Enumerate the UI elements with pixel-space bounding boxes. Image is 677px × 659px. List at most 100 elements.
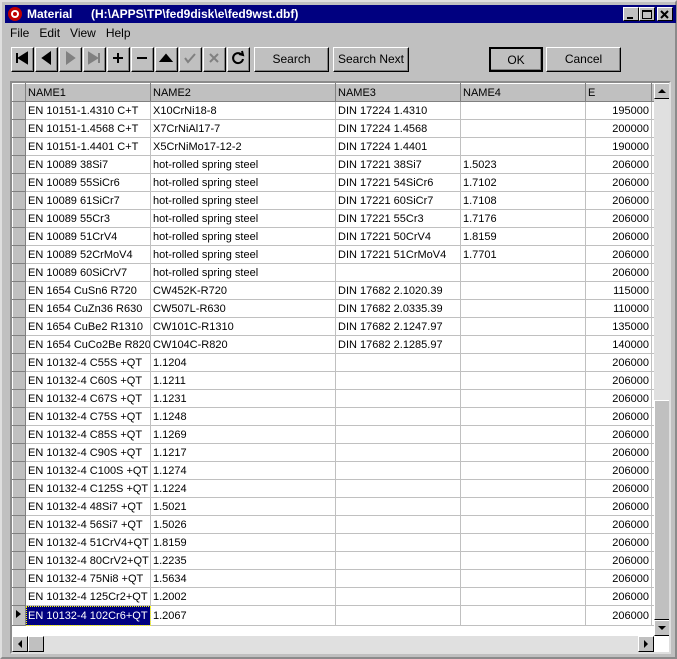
grid-cell[interactable] [460, 569, 586, 588]
grid-cell[interactable]: 206000 [585, 551, 652, 570]
grid-cell[interactable]: DIN 17224 1.4568 [335, 119, 461, 138]
grid-cell[interactable] [460, 353, 586, 372]
grid-cell[interactable] [460, 101, 586, 120]
search-button[interactable]: Search [254, 47, 329, 72]
grid-cell[interactable]: EN 10132-4 C100S +QT [25, 461, 151, 480]
grid-row[interactable]: EN 10132-4 C55S +QT 1.1204 206000 [12, 353, 669, 372]
scroll-right[interactable] [638, 636, 654, 652]
grid-cell[interactable]: CW104C-R820 [150, 335, 336, 354]
grid-cell[interactable]: 206000 [585, 479, 652, 498]
grid-cell[interactable]: 1.7176 [460, 209, 586, 228]
grid-cell[interactable]: EN 10132-4 48Si7 +QT [25, 497, 151, 516]
grid-cell[interactable] [335, 479, 461, 498]
grid-cell[interactable]: 110000 [585, 299, 652, 318]
grid-row[interactable]: EN 10151-1.4568 C+T X7CrNiAl17-7 DIN 17224… [12, 119, 669, 138]
grid-cell[interactable]: 1.8159 [460, 227, 586, 246]
grid-cell[interactable]: EN 10132-4 125Cr2+QT [25, 587, 151, 606]
grid-cell[interactable]: EN 1654 CuBe2 R1310 [25, 317, 151, 336]
grid-row[interactable]: EN 1654 CuBe2 R1310 CW101C-R1310 DIN 17682… [12, 317, 669, 336]
grid-row[interactable]: EN 10132-4 80CrV2+QT 1.2235 206000 [12, 551, 669, 570]
grid-cell[interactable]: 1.7108 [460, 191, 586, 210]
grid-cell[interactable]: 206000 [585, 533, 652, 552]
grid-cell[interactable]: EN 10132-4 C75S +QT [25, 407, 151, 426]
grid-cell[interactable]: CW101C-R1310 [150, 317, 336, 336]
grid-cell[interactable]: EN 1654 CuZn36 R630 [25, 299, 151, 318]
grid-row[interactable]: EN 10089 51CrV4 hot-rolled spring steel DI… [12, 227, 669, 246]
grid-row[interactable]: EN 10151-1.4401 C+T X5CrNiMo17-12-2 DIN 17… [12, 137, 669, 156]
grid-cell[interactable]: 206000 [585, 209, 652, 228]
nav-button[interactable] [227, 47, 250, 72]
grid-row[interactable]: EN 10132-4 C75S +QT 1.1248 206000 [12, 407, 669, 426]
grid-cell[interactable]: DIN 17221 38Si7 [335, 155, 461, 174]
grid-cell[interactable]: 200000 [585, 119, 652, 138]
grid-row[interactable]: EN 10132-4 75Ni8 +QT 1.5634 206000 [12, 569, 669, 588]
grid-cell[interactable]: 206000 [585, 263, 652, 282]
grid-cell[interactable]: 206000 [585, 173, 652, 192]
grid-cell[interactable]: hot-rolled spring steel [150, 191, 336, 210]
scroll-thumb[interactable] [28, 636, 44, 652]
grid-cell[interactable]: 1.1224 [150, 479, 336, 498]
grid-cell[interactable]: EN 10089 60SiCrV7 [25, 263, 151, 282]
grid-cell[interactable]: EN 10132-4 C55S +QT [25, 353, 151, 372]
column-header[interactable]: NAME4 [460, 83, 586, 102]
nav-button[interactable] [131, 47, 154, 72]
grid-cell[interactable]: EN 10089 61SiCr7 [25, 191, 151, 210]
grid-cell[interactable]: 1.7102 [460, 173, 586, 192]
grid-row[interactable]: EN 10132-4 C67S +QT 1.1231 206000 [12, 389, 669, 408]
grid-cell[interactable] [460, 497, 586, 516]
grid-cell[interactable] [460, 119, 586, 138]
grid-cell[interactable] [460, 587, 586, 606]
grid-cell[interactable]: hot-rolled spring steel [150, 155, 336, 174]
grid-cell[interactable]: DIN 17682 2.1020.39 [335, 281, 461, 300]
grid-cell[interactable]: 206000 [585, 245, 652, 264]
cancel-button[interactable]: Cancel [546, 47, 621, 72]
grid-cell[interactable] [460, 317, 586, 336]
grid-cell[interactable]: EN 10132-4 56Si7 +QT [25, 515, 151, 534]
grid-cell[interactable]: 206000 [585, 461, 652, 480]
grid-cell[interactable]: 206000 [585, 389, 652, 408]
grid-cell[interactable] [460, 605, 586, 626]
grid-cell[interactable]: EN 10151-1.4310 C+T [25, 101, 151, 120]
grid-cell[interactable]: 206000 [585, 569, 652, 588]
grid-row[interactable]: EN 10132-4 C90S +QT 1.1217 206000 [12, 443, 669, 462]
grid-cell[interactable]: hot-rolled spring steel [150, 173, 336, 192]
grid-cell[interactable]: 1.1248 [150, 407, 336, 426]
grid-cell[interactable]: EN 10151-1.4568 C+T [25, 119, 151, 138]
grid-cell[interactable]: EN 10132-4 C67S +QT [25, 389, 151, 408]
grid-cell[interactable] [335, 371, 461, 390]
grid-row[interactable]: EN 10089 38Si7 hot-rolled spring steel DIN… [12, 155, 669, 174]
grid-cell[interactable] [335, 425, 461, 444]
grid-row[interactable]: EN 10132-4 102Cr6+QT 1.2067 206000 [12, 605, 669, 626]
grid-cell[interactable]: CW507L-R630 [150, 299, 336, 318]
grid-cell[interactable]: DIN 17221 55Cr3 [335, 209, 461, 228]
scroll-left[interactable] [12, 636, 28, 652]
grid-cell[interactable]: DIN 17221 54SiCr6 [335, 173, 461, 192]
menu-item[interactable]: File [10, 26, 30, 40]
scroll-up[interactable] [654, 83, 669, 99]
grid-cell[interactable]: 206000 [585, 353, 652, 372]
grid-cell[interactable]: 206000 [585, 515, 652, 534]
grid-cell[interactable]: EN 10132-4 75Ni8 +QT [25, 569, 151, 588]
grid-cell[interactable]: EN 1654 CuCo2Be R820 [25, 335, 151, 354]
scroll-thumb[interactable] [654, 400, 669, 620]
ok-button[interactable]: OK [489, 47, 543, 72]
grid-cell[interactable]: EN 10132-4 102Cr6+QT [25, 605, 151, 626]
grid-cell[interactable]: DIN 17224 1.4310 [335, 101, 461, 120]
nav-button[interactable] [203, 47, 226, 72]
grid-cell[interactable]: 206000 [585, 605, 652, 626]
vertical-scrollbar[interactable] [654, 83, 669, 636]
horizontal-scrollbar[interactable] [12, 636, 654, 652]
grid-cell[interactable]: hot-rolled spring steel [150, 263, 336, 282]
nav-button[interactable] [35, 47, 58, 72]
maximize[interactable] [639, 7, 655, 21]
nav-button[interactable] [11, 47, 34, 72]
grid-cell[interactable]: 1.1211 [150, 371, 336, 390]
nav-button[interactable] [155, 47, 178, 72]
grid-row[interactable]: EN 10132-4 51CrV4+QT 1.8159 206000 [12, 533, 669, 552]
menu-item[interactable]: Help [105, 26, 131, 40]
grid-cell[interactable] [460, 389, 586, 408]
grid-cell[interactable]: 206000 [585, 191, 652, 210]
grid-cell[interactable]: DIN 17682 2.0335.39 [335, 299, 461, 318]
grid-cell[interactable]: 1.5634 [150, 569, 336, 588]
grid-cell[interactable]: DIN 17682 2.1285.97 [335, 335, 461, 354]
